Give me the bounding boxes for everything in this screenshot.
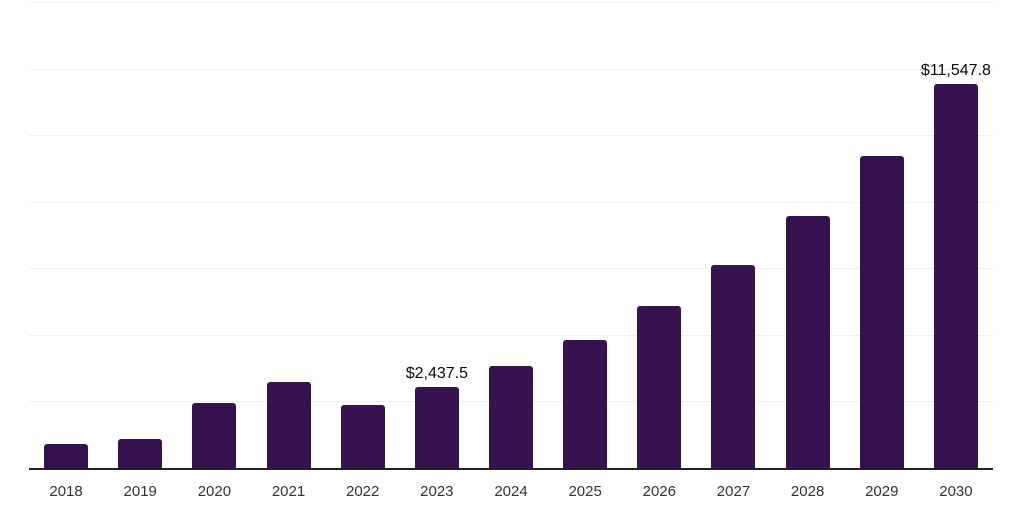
bar-2018	[44, 444, 89, 468]
x-tick-2023: 2023	[420, 483, 454, 500]
bar-2029	[859, 156, 904, 468]
gridline-8000	[29, 201, 993, 203]
x-tick-2018: 2018	[49, 483, 83, 500]
gridline-14000	[29, 2, 993, 3]
bar-2024	[489, 366, 533, 468]
bar-2019	[118, 438, 163, 468]
x-tick-2026: 2026	[642, 483, 676, 500]
x-tick-2028: 2028	[790, 483, 825, 500]
bar-2020	[192, 402, 237, 468]
bar-2021	[266, 382, 311, 468]
bar-2025	[563, 340, 608, 468]
bar-2022	[340, 405, 385, 468]
x-axis-line	[29, 468, 993, 470]
x-tick-2024: 2024	[494, 483, 528, 500]
plot-area: $2,437.5 $11,547.8	[29, 0, 993, 470]
x-tick-2020: 2020	[197, 483, 232, 500]
data-label-2030: $11,547.8	[920, 61, 991, 79]
bar-2023	[414, 386, 459, 468]
gridline-6000	[29, 268, 993, 270]
bar-2030	[933, 83, 978, 468]
bar-2028	[785, 215, 830, 468]
x-tick-2021: 2021	[271, 483, 306, 500]
bar-2026	[637, 306, 682, 468]
gridline-12000	[29, 68, 993, 70]
x-tick-2029: 2029	[865, 483, 899, 500]
x-tick-2025: 2025	[568, 483, 602, 500]
gridline-10000	[29, 135, 993, 137]
x-tick-2030: 2030	[939, 483, 973, 500]
x-tick-2027: 2027	[716, 483, 751, 500]
bar-2027	[711, 264, 756, 468]
x-tick-2019: 2019	[123, 483, 157, 500]
gridline-4000	[29, 334, 993, 336]
data-label-2023: $2,437.5	[405, 364, 468, 382]
x-tick-2022: 2022	[346, 483, 380, 500]
